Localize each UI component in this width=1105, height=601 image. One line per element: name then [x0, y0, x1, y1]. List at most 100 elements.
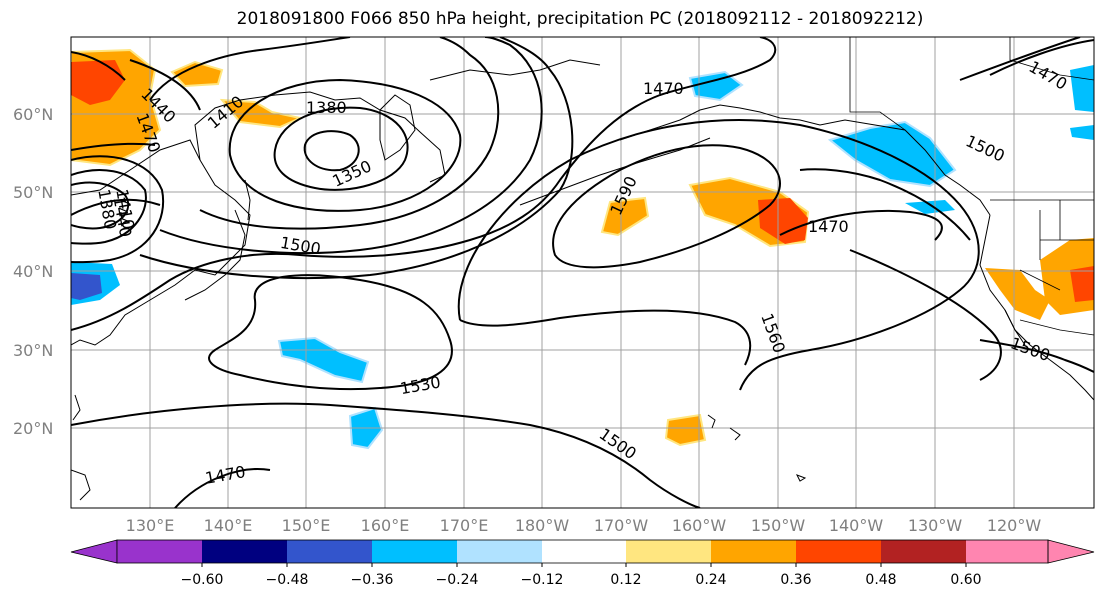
border-canada-north: [1009, 37, 1094, 81]
colorbar-segment: [881, 540, 966, 563]
map-title: 2018091800 F066 850 hPa height, precipit…: [236, 9, 924, 29]
lat-label: 30°N: [13, 341, 53, 360]
longitude-labels: 130°E 140°E 150°E 160°E 170°E 180°W 170°…: [126, 516, 1042, 535]
coast-okhotsk: [194, 91, 446, 183]
colorbar-frame: [116, 539, 1049, 564]
lon-label: 150°W: [751, 516, 806, 535]
colorbar-segment: [542, 540, 626, 563]
lon-label: 130°W: [908, 516, 963, 535]
precip-strong-gulf: [758, 198, 808, 244]
contour-1530: [208, 274, 453, 391]
contour-1410-b: [199, 37, 500, 230]
colorbar-ticks: [201, 563, 967, 567]
contour-1470-east: [779, 209, 943, 241]
map-frame: [70, 36, 1095, 509]
contour-label: 1470: [808, 217, 849, 236]
precip-positive-hawaii: [664, 413, 707, 447]
colorbar-tick-label: −0.24: [436, 572, 479, 588]
lat-label: 20°N: [13, 419, 53, 438]
lon-label: 180°W: [515, 516, 570, 535]
contour-1410-nw2: [71, 51, 126, 81]
precip-negative-ne: [1070, 65, 1094, 112]
coast-baja: [1004, 309, 1026, 346]
colorbar-segment: [117, 540, 202, 563]
coast-philippines: [71, 469, 91, 501]
lat-label: 60°N: [13, 105, 53, 124]
contour-1410-west: [71, 169, 147, 245]
contour-1560: [457, 119, 980, 391]
contour-1470-ne: [959, 37, 1081, 81]
lon-label: 130°E: [126, 516, 175, 535]
coast-alaska-west: [619, 104, 991, 216]
contour-label: 1470: [1026, 57, 1071, 94]
colorbar-tick-label: −0.60: [181, 572, 224, 588]
lon-label: 160°W: [672, 516, 727, 535]
contour-1380: [228, 78, 462, 212]
lon-label: 170°E: [440, 516, 489, 535]
colorbar: −0.60 −0.48 −0.36 −0.24 −0.12 0.12 0.24 …: [70, 539, 1095, 588]
contour-1440-b: [159, 37, 543, 255]
colorbar-segment: [457, 540, 542, 563]
latitude-labels: 60°N 50°N 40°N 30°N 20°N: [13, 105, 53, 438]
colorbar-segment: [711, 540, 796, 563]
colorbar-tick-label: 0.36: [780, 572, 811, 588]
contour-1440-west: [71, 155, 165, 264]
lon-label: 150°E: [282, 516, 331, 535]
contour-label: 1530: [399, 372, 442, 398]
contour-1530-east: [849, 249, 1002, 381]
colorbar-segment: [372, 540, 457, 563]
lon-label: 140°W: [829, 516, 884, 535]
contour-1410-a: [149, 37, 351, 101]
colorbar-tick-label: 0.12: [610, 572, 641, 588]
precip-negative-bc: [905, 200, 955, 214]
border-states: [1019, 200, 1094, 291]
contour-label: 1380: [306, 98, 347, 117]
colorbar-tick-label: −0.48: [266, 572, 309, 588]
precip-positive-central: [600, 196, 650, 237]
contour-label: 1500: [1008, 333, 1053, 365]
colorbar-segment: [626, 540, 711, 563]
contour-1440-a: [129, 59, 201, 111]
contour-label: 1470: [204, 462, 247, 488]
lat-label: 50°N: [13, 183, 53, 202]
precip-negative-west-pacific: [277, 336, 370, 384]
coast-chukotka: [429, 59, 601, 81]
coast-sakhalin: [244, 179, 251, 221]
colorbar-segment: [287, 540, 372, 563]
contour-1470-mid: [139, 37, 574, 280]
coast-hawaii-1: [707, 414, 716, 429]
precip-negative-alaska: [827, 120, 957, 188]
colorbar-tick-label: −0.36: [351, 572, 394, 588]
precip-negative-gulf: [688, 70, 744, 102]
contour-1350: [273, 106, 409, 191]
contour-label: 1500: [963, 131, 1008, 165]
contour-label: 1560: [757, 311, 789, 356]
colorbar-right-extend: [1047, 539, 1095, 564]
lon-label: 160°E: [361, 516, 410, 535]
coast-taiwan: [72, 394, 81, 421]
colorbar-tick-label: −0.12: [521, 572, 564, 588]
contour-1470-west: [71, 198, 161, 216]
colorbar-segment: [796, 540, 881, 563]
contour-1470-nw: [71, 142, 156, 151]
colorbar-left-extend: [70, 539, 118, 564]
contour-1560-b: [459, 309, 752, 366]
precip-negative-ne2: [1070, 125, 1094, 140]
contour-1590: [552, 144, 781, 269]
lat-label: 40°N: [13, 262, 53, 281]
coast-hawaii-2: [729, 427, 741, 441]
contour-1440-ne: [989, 39, 1094, 76]
colorbar-segment: [202, 540, 287, 563]
coast-island: [795, 474, 807, 482]
map-gridlines: [71, 37, 1094, 508]
lon-label: 140°E: [204, 516, 253, 535]
colorbar-tick-label: 0.60: [950, 572, 981, 588]
colorbar-segment: [966, 540, 1048, 563]
coast-japan: [184, 209, 246, 301]
colorbar-tick-label: 0.48: [865, 572, 896, 588]
contour-1500-south: [71, 402, 701, 508]
political-borders: [849, 37, 1094, 336]
contour-1350-inner: [303, 130, 360, 172]
lon-label: 120°W: [987, 516, 1042, 535]
